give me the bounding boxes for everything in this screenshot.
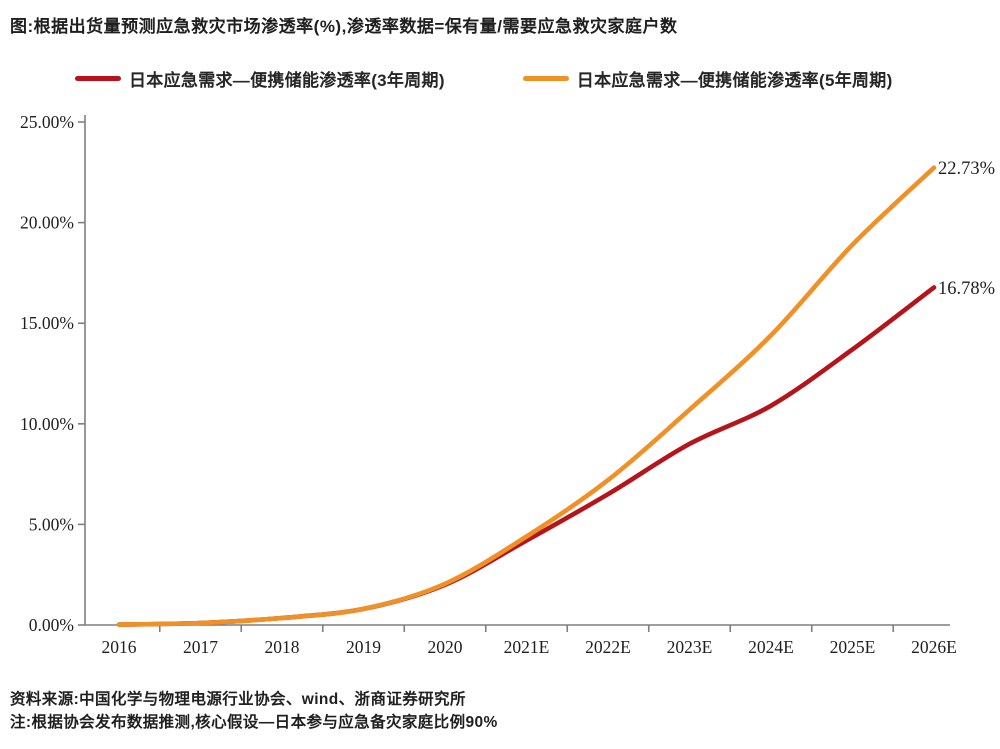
y-tick-label: 10.00% [20,414,74,434]
legend-swatch-5yr-icon [522,76,569,81]
source-line: 资料来源:中国化学与物理电源行业协会、wind、浙商证券研究所 [10,691,466,708]
note-line: 注:根据协会发布数据推测,核心假设—日本参与应急备灾家庭比例90% [10,714,498,731]
y-tick-label: 25.00% [20,112,74,132]
x-tick-label: 2023E [667,637,713,657]
chart-title: 图:根据出货量预测应急救灾市场渗透率(%),渗透率数据=保有量/需要应急救灾家庭… [10,17,678,36]
legend-item-3yr: 日本应急需求—便携储能渗透率(3年周期) [75,66,445,91]
y-tick-label: 5.00% [29,514,74,534]
x-tick-label: 2022E [585,637,631,657]
chart-area: 0.00% 5.00% 10.00% 15.00% 20.00% 25.00% 2016 20… [0,100,1000,670]
legend-label-5yr: 日本应急需求—便携储能渗透率(5年周期) [576,71,893,90]
x-tick-label: 2025E [830,637,876,657]
y-tick-label: 20.00% [20,213,74,233]
axes [84,115,950,626]
x-tick-label: 2016 [102,637,137,657]
y-tick-label: 0.00% [29,615,74,635]
x-tick-label: 2020 [428,637,463,657]
series-line-3yr [116,285,937,627]
end-label-5yr: 22.73% [938,159,995,179]
x-tick-label: 2021E [504,637,550,657]
legend-label-3yr: 日本应急需求—便携储能渗透率(3年周期) [129,71,445,90]
x-tick-label: 2026E [911,637,957,657]
x-tick-label: 2024E [748,637,794,657]
legend-item-5yr: 日本应急需求—便携储能渗透率(5年周期) [522,66,893,91]
x-tick-label: 2018 [265,637,300,657]
series-line-5yr [116,165,937,627]
chart-legend: 日本应急需求—便携储能渗透率(3年周期) 日本应急需求—便携储能渗透率(5年周期… [75,66,995,91]
end-label-3yr: 16.78% [938,279,995,299]
legend-swatch-3yr-icon [75,76,121,81]
x-tick-label: 2017 [183,637,218,657]
chart-footer: 资料来源:中国化学与物理电源行业协会、wind、浙商证券研究所 注:根据协会发布… [10,688,990,734]
x-tick-label: 2019 [346,637,381,657]
y-tick-label: 15.00% [20,313,74,333]
chart-svg: 0.00% 5.00% 10.00% 15.00% 20.00% 25.00% 2016 20… [20,112,995,657]
